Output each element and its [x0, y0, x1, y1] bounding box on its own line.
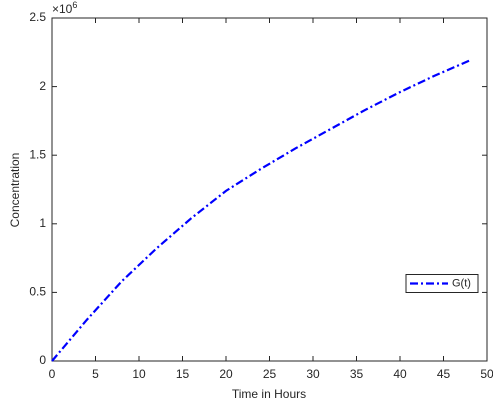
y-tick-label: 0	[39, 353, 46, 367]
series-line	[51, 59, 471, 362]
legend-label: G(t)	[452, 277, 471, 289]
y-multiplier: ×106	[52, 0, 77, 16]
x-tick-label: 10	[132, 367, 146, 381]
x-tick-label: 40	[393, 367, 407, 381]
y-tick-label: 0.5	[29, 285, 46, 299]
x-tick-label: 0	[49, 367, 56, 381]
y-tick-label: 2.5	[29, 10, 46, 24]
x-tick-label: 20	[219, 367, 233, 381]
x-tick-label: 35	[350, 367, 364, 381]
x-tick-label: 30	[306, 367, 320, 381]
y-tick-label: 1.5	[29, 147, 46, 161]
x-axis-label: Time in Hours	[232, 387, 306, 401]
multiplier-exponent: 6	[72, 0, 77, 10]
multiplier-base: ×10	[52, 2, 73, 16]
x-tick-label: 45	[437, 367, 451, 381]
x-tick-label: 15	[176, 367, 190, 381]
y-axis-label: Concentration	[8, 153, 22, 228]
y-tick-label: 1	[39, 216, 46, 230]
x-tick-label: 50	[480, 367, 493, 381]
x-tick-label: 25	[263, 367, 277, 381]
y-tick-label: 2	[39, 79, 46, 93]
x-tick-label: 5	[92, 367, 99, 381]
